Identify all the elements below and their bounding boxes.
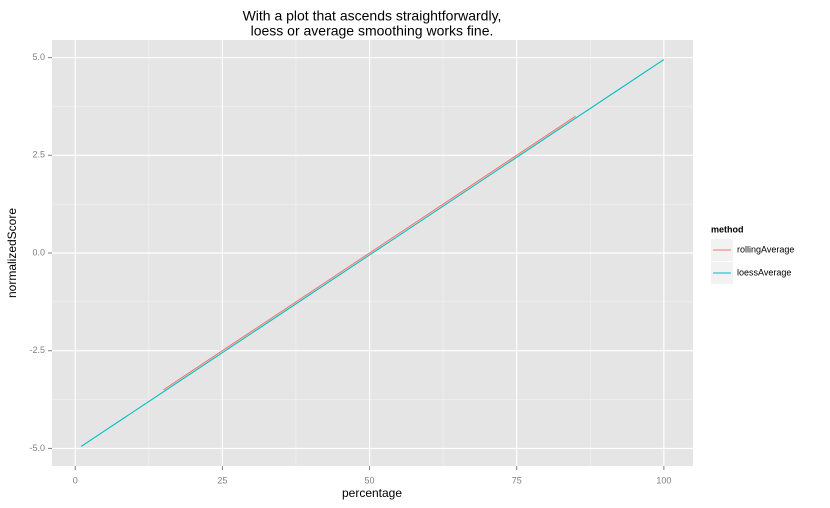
series-line xyxy=(80,59,665,447)
legend-label: loessAverage xyxy=(737,267,791,277)
x-tick-label: 25 xyxy=(217,475,227,485)
y-tick-label: -2.5 xyxy=(29,345,45,355)
y-tick-label: -5.0 xyxy=(29,443,45,453)
y-tick-label: 0.0 xyxy=(32,247,45,257)
x-axis-title: percentage xyxy=(342,486,402,500)
chart-title: With a plot that ascends straightforward… xyxy=(243,8,502,24)
x-tick-label: 0 xyxy=(73,475,78,485)
y-tick-label: 2.5 xyxy=(32,150,45,160)
x-tick-label: 50 xyxy=(365,475,375,485)
legend-label: rollingAverage xyxy=(737,244,794,254)
chart-title: loess or average smoothing works fine. xyxy=(251,23,494,39)
y-tick-label: 5.0 xyxy=(32,52,45,62)
legend-title: method xyxy=(711,224,744,234)
series-line xyxy=(163,115,576,391)
y-axis-title: normalizedScore xyxy=(5,208,19,298)
x-tick-label: 75 xyxy=(512,475,522,485)
x-tick-label: 100 xyxy=(656,475,671,485)
